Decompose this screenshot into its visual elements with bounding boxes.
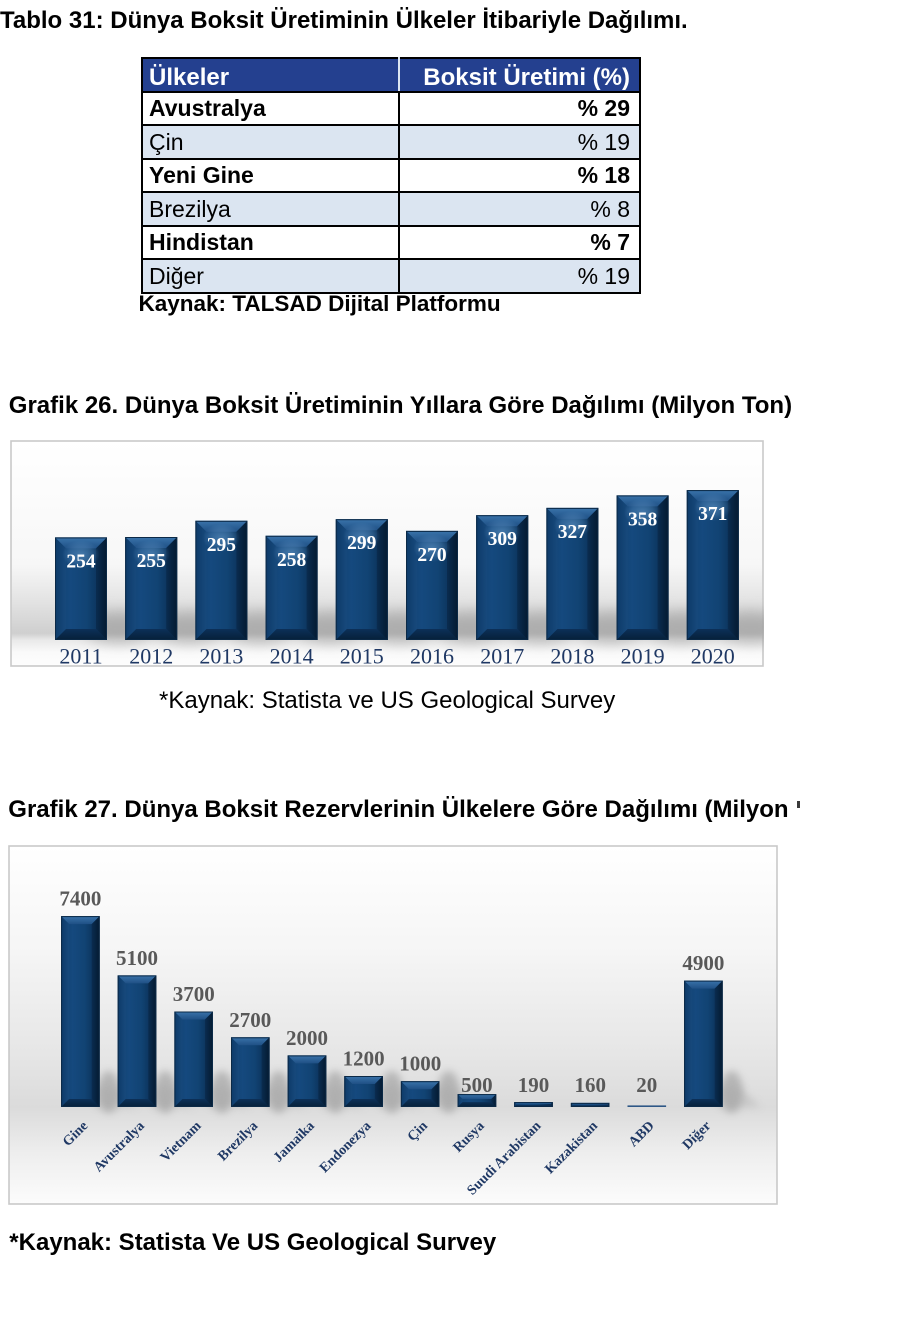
svg-text:2020: 2020 [691, 644, 735, 668]
svg-text:2700: 2700 [229, 1008, 271, 1032]
svg-text:3700: 3700 [173, 982, 215, 1006]
svg-text:1000: 1000 [399, 1052, 441, 1076]
svg-text:2015: 2015 [340, 644, 384, 668]
svg-text:1200: 1200 [343, 1047, 385, 1071]
svg-text:20: 20 [636, 1073, 657, 1097]
svg-text:5100: 5100 [116, 946, 158, 970]
svg-text:309: 309 [488, 529, 518, 550]
svg-text:295: 295 [207, 535, 237, 556]
svg-text:500: 500 [461, 1073, 493, 1097]
svg-text:2019: 2019 [621, 644, 665, 668]
svg-text:2016: 2016 [410, 644, 454, 668]
svg-text:2000: 2000 [286, 1026, 328, 1050]
svg-text:258: 258 [277, 550, 307, 571]
svg-text:299: 299 [347, 533, 377, 554]
svg-text:254: 254 [66, 551, 96, 572]
svg-text:270: 270 [417, 545, 446, 566]
svg-text:2011: 2011 [59, 644, 102, 668]
svg-text:2018: 2018 [550, 644, 594, 668]
svg-text:7400: 7400 [59, 887, 101, 911]
svg-text:160: 160 [574, 1073, 606, 1097]
svg-text:2017: 2017 [480, 644, 524, 668]
svg-text:255: 255 [137, 551, 167, 572]
svg-text:4900: 4900 [682, 951, 724, 975]
svg-text:2013: 2013 [199, 644, 243, 668]
svg-text:190: 190 [518, 1073, 550, 1097]
svg-text:2014: 2014 [270, 644, 314, 668]
svg-text:327: 327 [558, 522, 588, 543]
svg-text:371: 371 [698, 504, 727, 525]
svg-text:358: 358 [628, 509, 658, 530]
svg-text:2012: 2012 [129, 644, 173, 668]
